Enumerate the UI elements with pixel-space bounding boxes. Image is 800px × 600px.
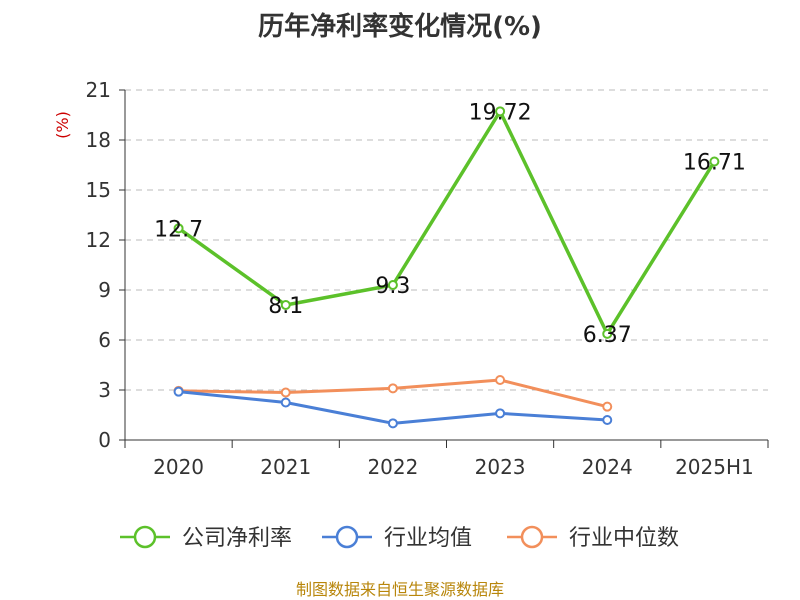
x-tick-label: 2024 [582, 455, 633, 479]
data-label: 19.72 [469, 100, 532, 125]
data-point [387, 418, 398, 429]
data-point [387, 383, 398, 394]
legend-label: 行业均值 [384, 526, 472, 551]
legend-marker [520, 525, 544, 549]
data-point [495, 408, 506, 419]
x-tick-label: 2023 [475, 455, 526, 479]
data-point [280, 397, 291, 408]
y-axis-label: (%) [53, 111, 72, 139]
data-point [173, 386, 184, 397]
data-point [495, 375, 506, 385]
data-point [602, 401, 613, 412]
y-tick-label: 6 [98, 328, 111, 352]
y-tick-label: 9 [98, 278, 111, 302]
data-point [495, 106, 506, 117]
data-point [280, 300, 291, 310]
data-label: 12.7 [154, 217, 203, 242]
chart-title: 历年净利率变化情况(%) [258, 12, 542, 42]
data-point [709, 156, 720, 167]
data-point [602, 328, 613, 339]
data-point [602, 415, 613, 425]
legend-marker [133, 525, 157, 549]
data-label: 6.37 [583, 323, 632, 348]
data-point [173, 223, 184, 234]
x-tick-label: 2021 [260, 455, 311, 479]
source-footer: 制图数据来自恒生聚源数据库 [295, 580, 504, 599]
y-tick-label: 18 [86, 128, 111, 152]
series-line [177, 109, 716, 336]
y-tick-label: 0 [98, 428, 111, 452]
data-label: 16.71 [683, 151, 746, 176]
legend-marker [335, 525, 359, 549]
y-tick-label: 21 [86, 78, 111, 102]
x-tick-label: 2022 [367, 455, 418, 479]
data-label: 9.3 [375, 274, 410, 299]
y-tick-label: 12 [86, 228, 111, 252]
y-tick-label: 15 [86, 178, 111, 202]
legend-label: 行业中位数 [569, 526, 679, 551]
x-tick-label: 2020 [153, 455, 204, 479]
data-label: 8.1 [268, 294, 303, 319]
y-tick-label: 3 [98, 378, 111, 402]
data-point [387, 280, 398, 290]
data-point [280, 387, 291, 398]
x-tick-label: 2025H1 [675, 455, 754, 479]
legend-label: 公司净利率 [182, 526, 292, 551]
